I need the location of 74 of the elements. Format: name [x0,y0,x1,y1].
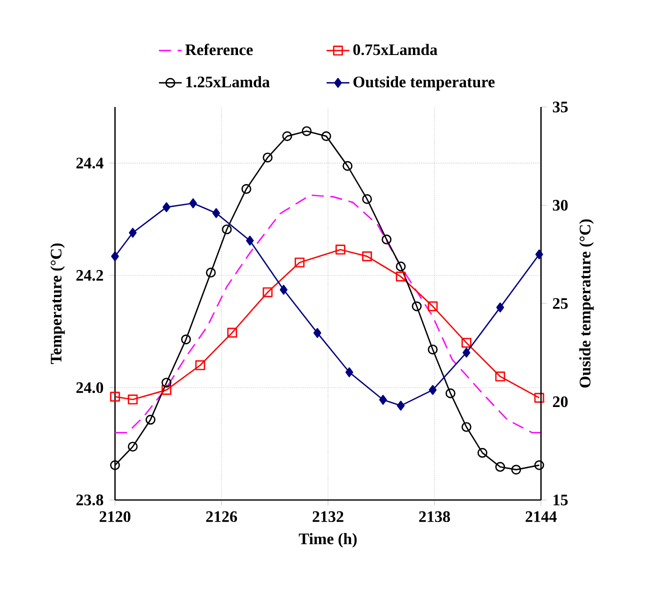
point [534,392,544,403]
point [128,228,137,238]
point [241,184,252,194]
y2-tick-label: 20 [552,396,568,408]
point [111,251,119,262]
y-tick-label: 24.4 [76,158,104,169]
point [496,302,504,312]
y-tick-label: 24.0 [76,382,104,394]
point [342,161,352,171]
point [110,392,120,402]
y2-tick-label: 15 [554,494,568,506]
point [110,460,120,470]
point [379,394,387,405]
point [396,261,406,272]
point [222,224,232,234]
point [535,249,544,260]
legend-label: 0.75xLamda [353,44,438,56]
point [335,244,346,255]
point [294,258,305,268]
x-tick-label: 2132 [312,511,344,522]
point [462,338,472,348]
point [462,422,472,432]
y-tick-label: 23.8 [76,494,104,506]
point [262,152,273,162]
y2-tick-label: 35 [552,102,568,112]
point [128,442,138,452]
point [477,448,488,458]
point [396,400,405,411]
point [495,462,506,472]
point [206,268,216,278]
point [128,394,138,404]
y-axis-title: Temperature (°C) [50,243,65,364]
point [345,367,354,378]
point [511,464,522,475]
x-tick-label: 2126 [206,511,238,522]
point [313,328,322,338]
point [302,126,312,136]
point [181,334,191,344]
point [321,131,332,142]
y2-axis-title: Ouside temperature (°C) [579,219,594,388]
point [280,284,288,295]
point [396,272,406,282]
point [382,234,392,244]
x-tick-label: 2120 [100,511,130,522]
legend-label: Reference [185,44,253,56]
point [189,198,197,208]
point [146,414,156,425]
legend-label: 1.25xLamda [186,76,270,88]
x-tick-label: 2138 [419,511,450,522]
point [428,344,438,354]
point [428,385,437,395]
legend-label: Outside temperature [353,76,495,91]
point [428,301,438,312]
point [162,378,172,388]
point [462,348,470,358]
point [246,236,254,246]
point [412,301,422,312]
x-axis-title: Time (h) [298,533,357,548]
y2-tick-label: 30 [552,200,568,211]
point [362,194,372,204]
point [262,287,273,298]
point [534,460,544,470]
x-tick-label: 2144 [526,511,557,522]
point [495,372,506,382]
point [195,360,206,370]
point [362,251,372,262]
point [446,388,456,398]
point [162,202,170,212]
point [282,131,292,142]
y-tick-label: 24.2 [76,270,104,281]
point [227,328,238,338]
point [162,385,172,395]
point [212,208,220,218]
y2-tick-label: 25 [552,298,568,309]
